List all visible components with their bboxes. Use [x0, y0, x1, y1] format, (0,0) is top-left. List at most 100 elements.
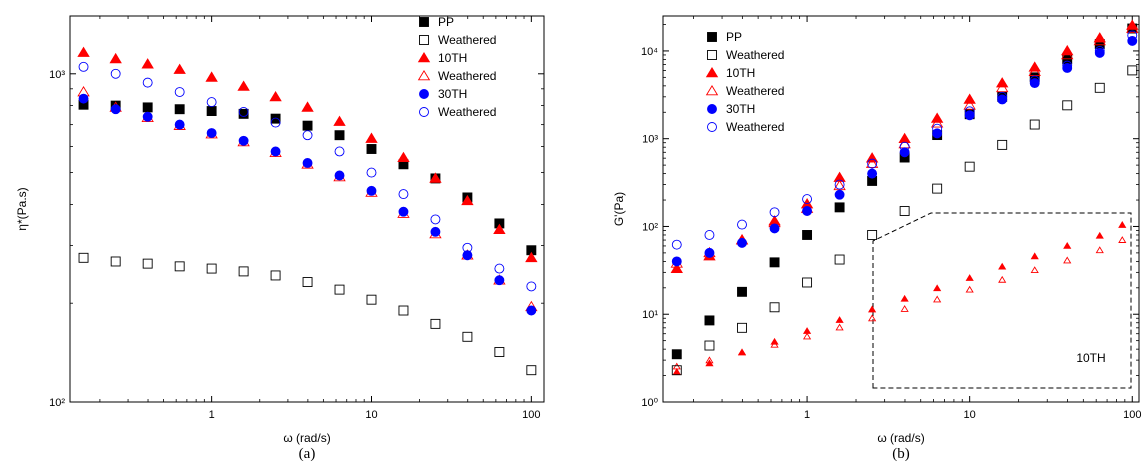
y-tick-label: 10⁰: [641, 397, 658, 409]
data-point: [1093, 34, 1106, 46]
data-point: [109, 52, 122, 64]
data-point: [110, 256, 121, 267]
data-point: [995, 81, 1009, 93]
inset-point: [770, 340, 779, 348]
data-point: [1062, 60, 1073, 71]
inset-point: [933, 284, 942, 292]
data-point: [430, 214, 441, 225]
legend-label: PP: [438, 15, 454, 29]
data-point: [704, 230, 715, 240]
data-point: [834, 202, 845, 213]
inset-point: [965, 285, 974, 293]
inset-point: [1095, 231, 1104, 239]
data-point: [899, 206, 910, 216]
data-point: [142, 111, 153, 122]
data-point: [769, 257, 780, 268]
data-point: [671, 239, 682, 250]
series-5: [671, 30, 1138, 250]
data-point: [302, 158, 313, 168]
data-point: [1094, 47, 1105, 58]
legend-label: Weathered: [438, 105, 496, 119]
data-point: [237, 80, 250, 91]
data-point: [462, 331, 473, 342]
data-point: [141, 58, 154, 69]
data-point: [270, 146, 281, 157]
data-point: [398, 305, 409, 316]
data-point: [494, 275, 505, 286]
inset-point: [1063, 241, 1072, 249]
data-point: [526, 305, 537, 316]
data-point: [142, 258, 153, 269]
data-point: [526, 281, 537, 292]
data-point: [238, 135, 249, 146]
plot-frame: [69, 15, 545, 403]
data-point: [366, 144, 377, 154]
data-point: [78, 61, 89, 72]
inset-series-0: [672, 221, 1127, 375]
inset-point: [933, 295, 942, 303]
data-point: [963, 99, 976, 110]
data-point: [802, 194, 813, 205]
legend-marker: [419, 17, 429, 27]
data-point: [270, 117, 281, 128]
data-point: [997, 94, 1008, 105]
data-point: [461, 194, 474, 206]
data-point: [110, 104, 121, 115]
legend-marker: [707, 50, 717, 60]
data-point: [334, 284, 345, 295]
data-point: [930, 117, 944, 128]
data-point: [704, 315, 715, 326]
data-point: [671, 365, 682, 376]
inset-point: [835, 316, 844, 323]
data-point: [78, 93, 89, 104]
data-point: [206, 263, 217, 274]
data-point: [1093, 32, 1106, 43]
inset-point: [1030, 252, 1039, 260]
y-axis-title: G'(Pa): [612, 192, 626, 226]
data-point: [142, 77, 153, 88]
series-1: [671, 65, 1138, 376]
data-point: [366, 185, 377, 196]
data-point: [366, 167, 377, 178]
data-point: [302, 130, 313, 141]
inset-point: [1030, 266, 1039, 274]
x-tick-label: 10: [964, 409, 976, 421]
data-point: [462, 250, 473, 261]
legend-label: Weathered: [726, 84, 784, 98]
data-point: [301, 101, 314, 112]
data-point: [334, 170, 345, 181]
x-tick-label: 100: [522, 409, 540, 421]
data-point: [206, 128, 217, 138]
data-point: [671, 349, 682, 360]
data-point: [174, 119, 185, 130]
data-point: [238, 108, 249, 119]
data-point: [833, 179, 846, 191]
legend-label: Weathered: [726, 48, 784, 62]
data-point: [270, 270, 281, 281]
data-point: [834, 254, 845, 265]
inset-point: [965, 274, 974, 281]
legend-marker: [419, 107, 429, 117]
data-point: [1062, 62, 1073, 73]
inset-point: [802, 332, 812, 340]
data-point: [302, 277, 313, 287]
plot-frame: [662, 15, 1140, 403]
y-tick-label: 10³: [49, 69, 65, 81]
legend-marker: [419, 89, 429, 99]
legend-label: Weathered: [438, 69, 496, 83]
data-point: [769, 302, 780, 313]
data-point: [398, 206, 409, 217]
x-tick-label: 100: [1123, 409, 1141, 421]
legend-label: Weathered: [726, 120, 784, 134]
legend-marker: [417, 69, 431, 81]
data-point: [494, 263, 505, 274]
data-point: [110, 68, 121, 79]
inset-point: [1118, 221, 1127, 228]
data-point: [1094, 82, 1105, 93]
data-point: [1062, 100, 1073, 111]
x-axis-title: ω (rad/s): [877, 431, 924, 445]
y-tick-label: 10²: [49, 397, 65, 409]
data-point: [802, 277, 813, 288]
data-point: [997, 139, 1008, 150]
series-4: [78, 93, 537, 316]
